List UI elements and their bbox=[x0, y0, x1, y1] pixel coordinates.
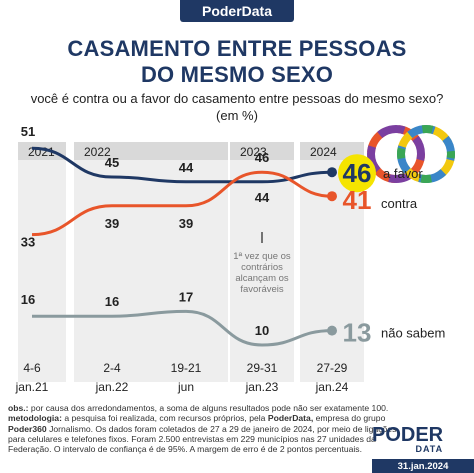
final-value-contra: 41 bbox=[343, 185, 372, 215]
data-label: 33 bbox=[21, 235, 35, 250]
chart-title-line2: DO MESMO SEXO bbox=[140, 62, 334, 87]
highlight-bubble bbox=[338, 154, 376, 193]
x-tick-label: 4-6 bbox=[23, 361, 41, 375]
data-label: 17 bbox=[179, 289, 193, 304]
data-label: 51 bbox=[21, 124, 35, 139]
year-tab bbox=[300, 142, 364, 160]
x-tick-label: jan.24 bbox=[315, 380, 349, 394]
x-tick-label: jan.22 bbox=[95, 380, 129, 394]
method-text-2: empresa do grupo bbox=[315, 413, 386, 424]
x-tick-label: 19-21 bbox=[171, 361, 202, 375]
legend-contra: contra bbox=[381, 196, 418, 211]
annotation-text: 1ª vez que os bbox=[233, 251, 291, 262]
year-label: 2023 bbox=[240, 145, 267, 159]
data-label: 44 bbox=[179, 160, 194, 175]
annotation-text: alcançam os bbox=[235, 273, 289, 284]
series-line-1 bbox=[31, 170, 333, 237]
year-tab bbox=[18, 142, 66, 160]
end-point bbox=[327, 191, 337, 202]
x-tick-label: 29-31 bbox=[247, 361, 278, 375]
x-tick-label: jun bbox=[177, 380, 194, 394]
series-line-2 bbox=[31, 309, 333, 347]
year-band bbox=[74, 142, 228, 382]
data-label: 16 bbox=[105, 294, 119, 309]
year-band bbox=[18, 142, 66, 382]
data-label: 16 bbox=[21, 292, 35, 307]
footer-notes: obs.: por causa dos arredondamentos, a s… bbox=[8, 403, 408, 454]
brand-name: PoderData bbox=[201, 3, 273, 19]
data-label: 10 bbox=[255, 323, 269, 338]
chart-title-line1: CASAMENTO ENTRE PESSOAS bbox=[67, 36, 407, 61]
final-value-nao-sabem: 13 bbox=[343, 318, 372, 348]
date-tag: 31.jan.2024 bbox=[372, 459, 474, 473]
legend-nao-sabem: não sabem bbox=[381, 326, 445, 341]
logo-bottom: DATA bbox=[415, 444, 444, 454]
obs-text: por causa dos arredondamentos, a soma de… bbox=[30, 403, 389, 413]
method-label: metodologia: bbox=[8, 413, 62, 424]
x-tick-label: 27-29 bbox=[317, 361, 348, 375]
x-tick-label: 2-4 bbox=[103, 361, 121, 375]
logo-top: PODER bbox=[372, 424, 444, 446]
x-tick-label: jan.23 bbox=[245, 380, 279, 394]
method-bold-2: Poder360 bbox=[8, 423, 47, 434]
year-bands: 2021 2022 2023 2024 bbox=[18, 142, 364, 382]
end-point bbox=[327, 167, 337, 178]
data-label: 46 bbox=[255, 150, 269, 165]
method-text-1: a pesquisa foi realizada, com recursos p… bbox=[64, 413, 266, 424]
series-layer: 51 45 44 44 33 39 39 46 16 16 17 10 46 a favor 41 contr… bbox=[21, 124, 446, 347]
data-label: 39 bbox=[179, 216, 193, 231]
year-label: 2024 bbox=[310, 145, 337, 159]
unit-text: (em %) bbox=[216, 108, 258, 123]
x-tick-label: jan.21 bbox=[15, 380, 49, 394]
series-line-0 bbox=[31, 146, 333, 184]
poderdata-logo: PODER DATA bbox=[372, 424, 444, 454]
year-label: 2022 bbox=[84, 145, 111, 159]
data-label: 39 bbox=[105, 216, 119, 231]
data-label: 44 bbox=[255, 190, 270, 205]
final-value-favor: 46 bbox=[343, 158, 372, 188]
legend-favor: a favor bbox=[383, 166, 423, 181]
question-text: você é contra ou a favor do casamento en… bbox=[30, 91, 444, 106]
annotation-text: favoráveis bbox=[240, 284, 284, 295]
end-point bbox=[327, 325, 337, 336]
x-axis-labels: 4-6 jan.21 2-4 jan.22 19-21 jun 29-31 jan.23 27-… bbox=[15, 361, 349, 394]
brand-bar: PoderData bbox=[180, 0, 294, 22]
method-bold-1: PoderData, bbox=[267, 413, 314, 424]
annotation-text: contrários bbox=[241, 262, 283, 273]
method-text-3: Jornalismo. Os dados foram coletados de … bbox=[8, 423, 397, 455]
rainbow-rings-icon bbox=[367, 125, 455, 183]
date-text: 31.jan.2024 bbox=[397, 460, 449, 472]
year-tab bbox=[230, 142, 294, 160]
data-label: 45 bbox=[105, 155, 119, 170]
year-tab bbox=[74, 142, 228, 160]
obs-label: obs.: bbox=[8, 403, 29, 413]
